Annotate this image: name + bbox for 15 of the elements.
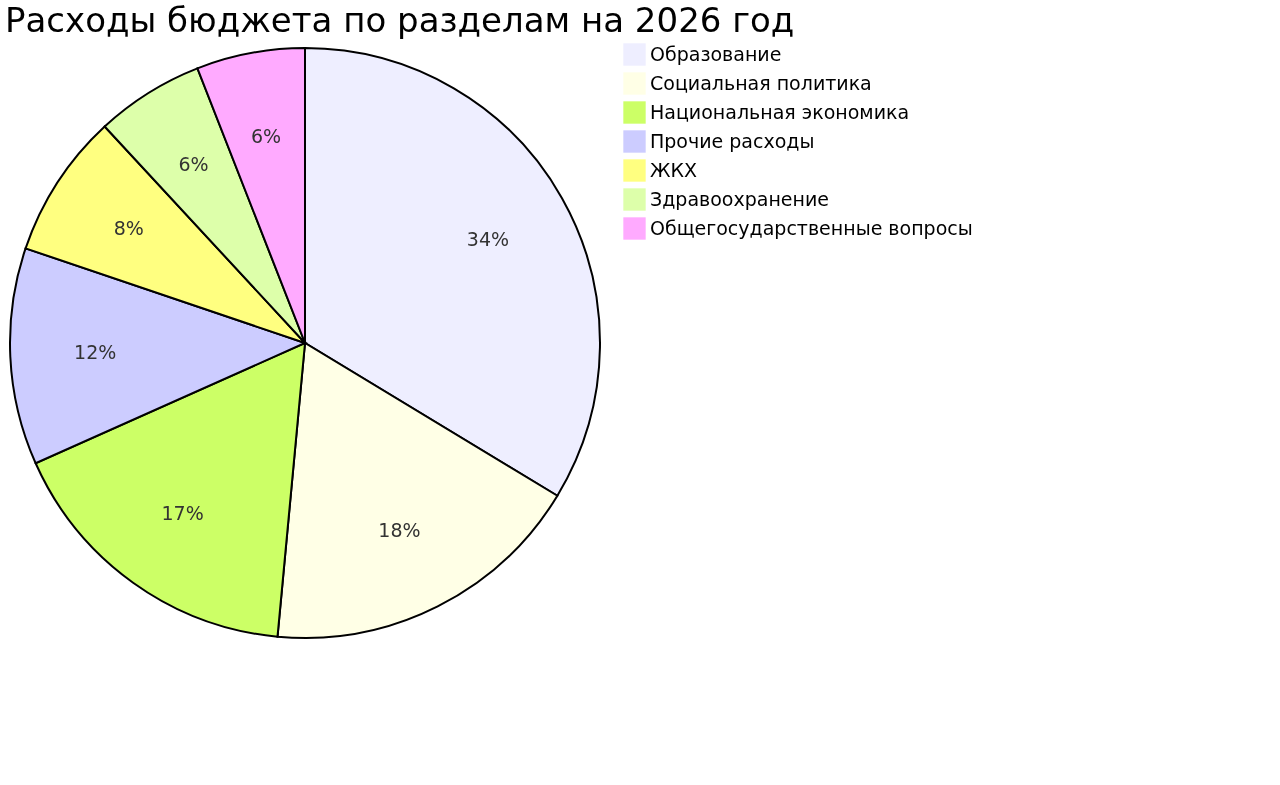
legend-label: Общегосударственные вопросы [650,216,973,239]
legend-label: Национальная экономика [650,100,910,123]
legend-label: Социальная политика [650,71,872,94]
legend-label: Здравоохранение [650,187,829,210]
chart-title: Расходы бюджета по разделам на 2026 год [5,0,795,40]
data-label: 6% [250,124,282,147]
legend-label: ЖКХ [650,158,697,181]
legend-label: Прочие расходы [650,129,815,152]
data-label: 6% [178,153,209,176]
data-label: 34% [466,227,510,250]
data-label: 17% [161,501,204,524]
data-label: 18% [378,518,421,541]
data-label: 12% [74,340,117,363]
data-label: 8% [113,216,144,239]
legend-label: Образование [650,42,782,65]
